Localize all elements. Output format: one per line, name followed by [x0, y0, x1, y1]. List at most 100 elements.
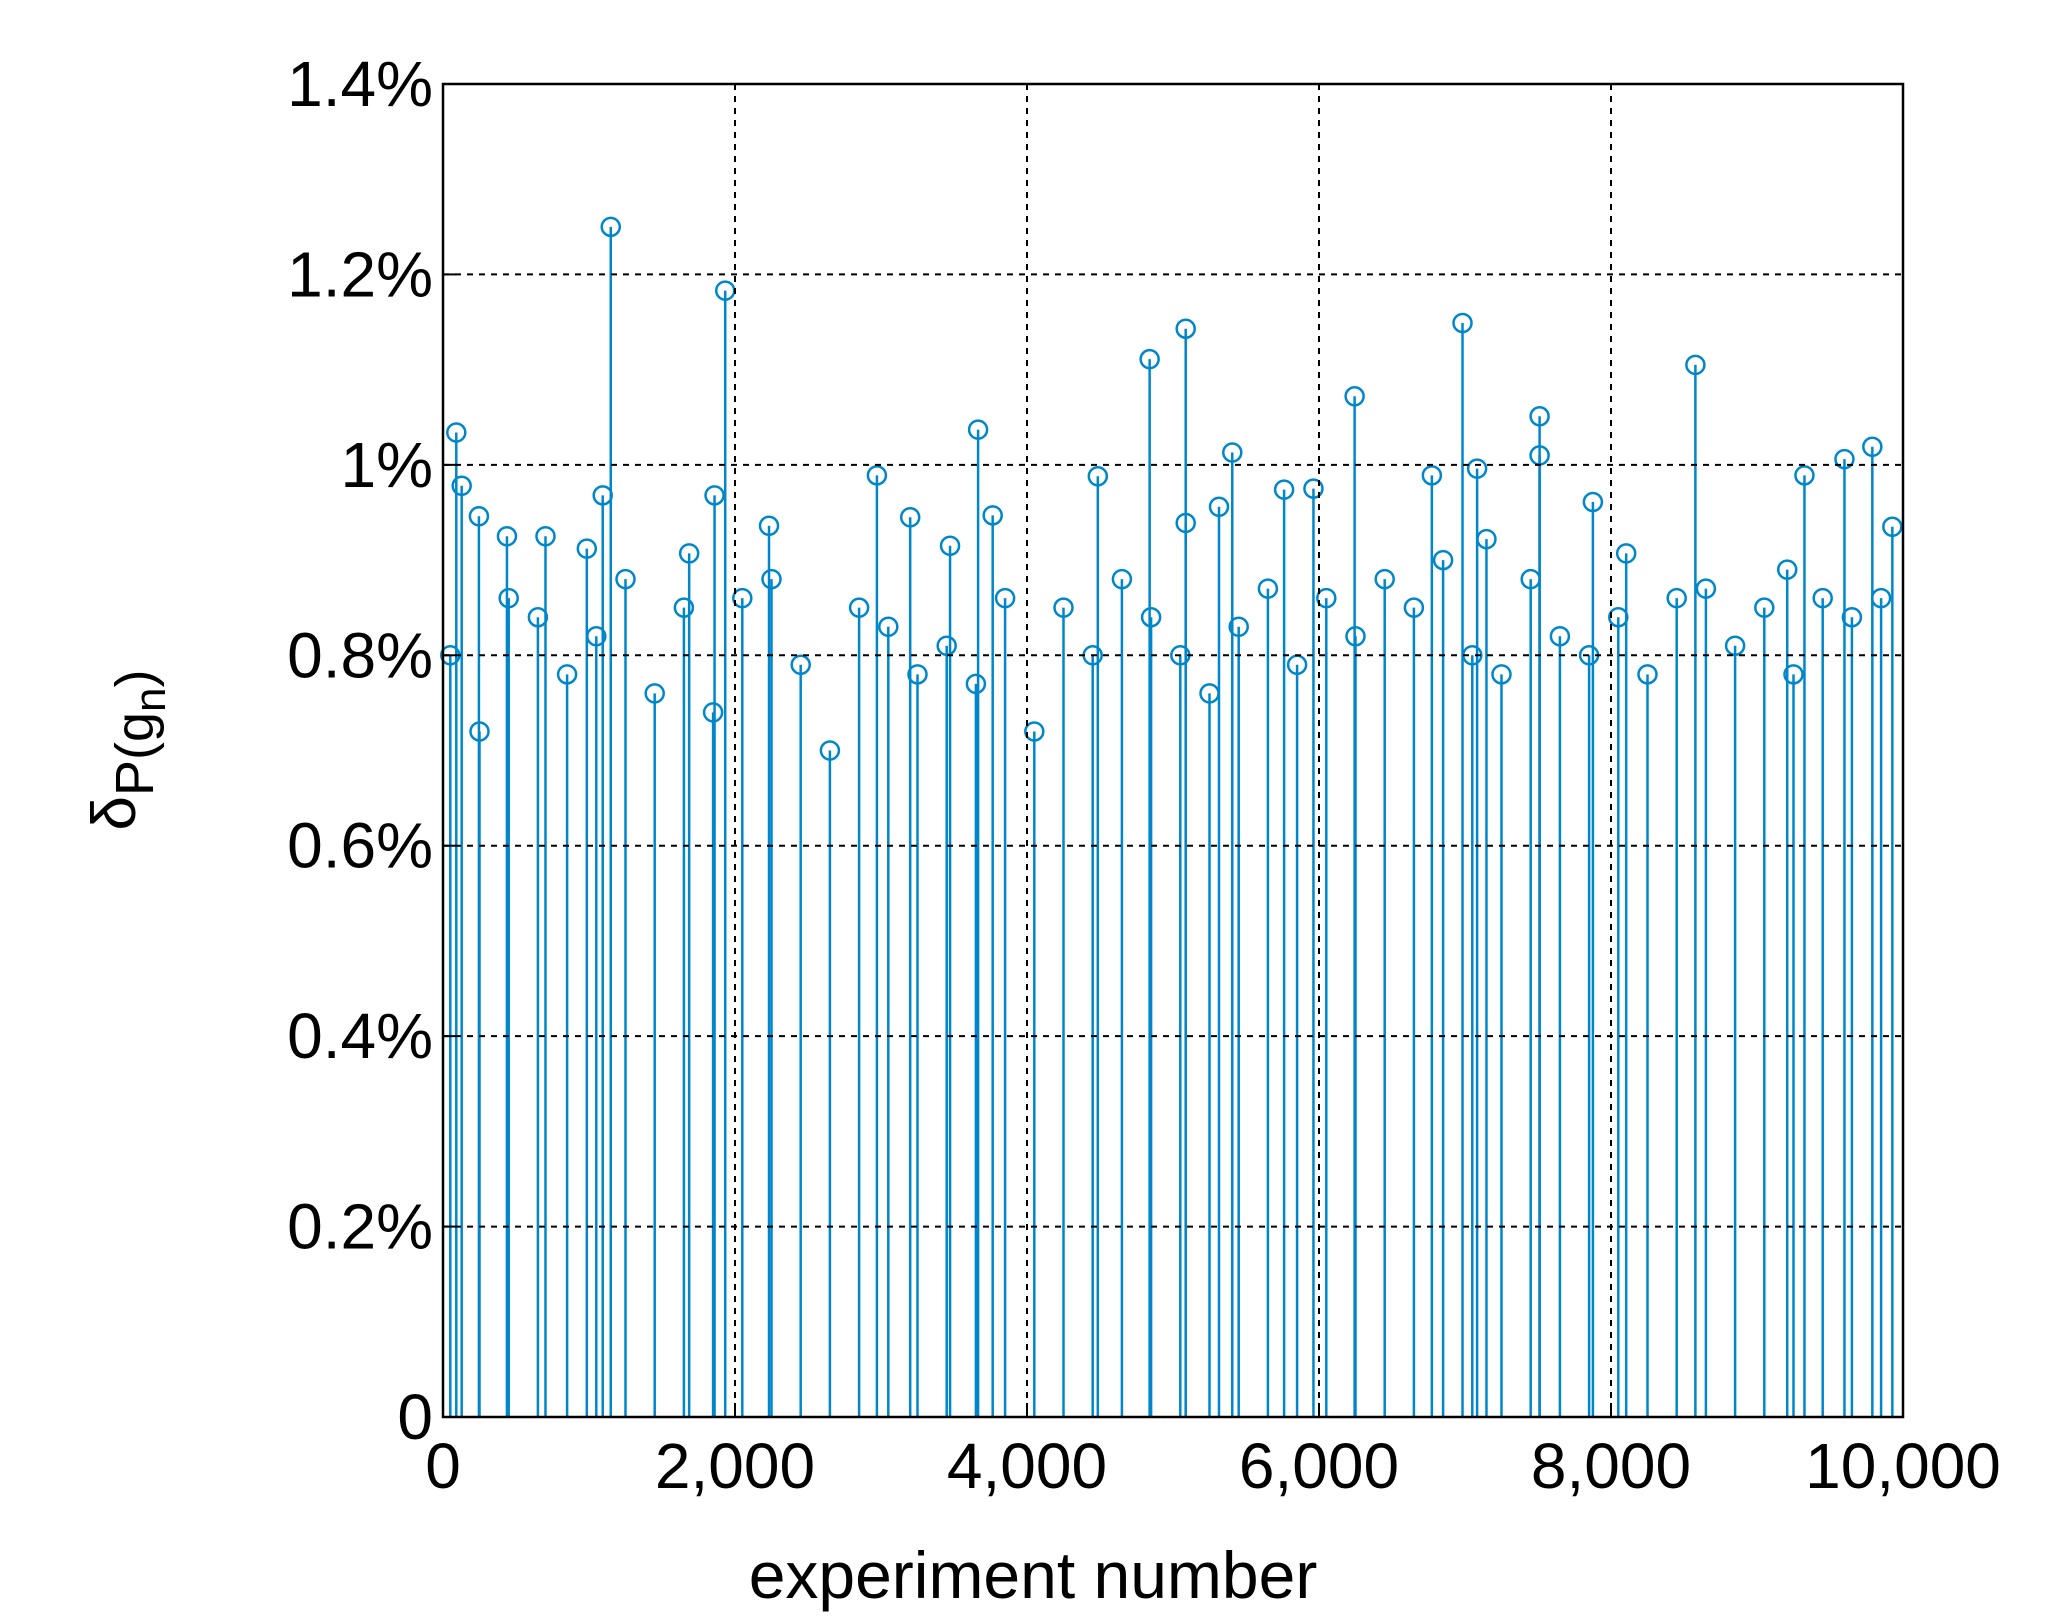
y-tick-label: 1%	[341, 429, 434, 501]
stem-marker	[1140, 606, 1162, 628]
stem-marker	[878, 616, 899, 637]
y-tick-label: 1.2%	[287, 238, 433, 310]
stem-marker	[1685, 354, 1706, 376]
stem-marker	[732, 587, 753, 609]
stem-marker	[586, 625, 607, 647]
stem-marker	[702, 702, 724, 723]
stem-marker	[994, 587, 1016, 609]
x-tick-label: 6,000	[1239, 1430, 1399, 1502]
stem-marker	[615, 568, 636, 590]
stem-marker	[644, 683, 665, 704]
y-tick-label: 0.6%	[287, 810, 433, 882]
stem-marker	[1257, 578, 1279, 599]
stem-marker	[1432, 549, 1454, 571]
stem-marker	[1608, 606, 1629, 628]
stem-marker	[848, 597, 870, 618]
stem-marker	[1666, 587, 1687, 609]
stem-marker	[1466, 458, 1488, 479]
stem-marker	[866, 465, 888, 486]
stem-marker	[1053, 597, 1074, 618]
stem-marker	[761, 568, 782, 590]
stem-marker	[967, 419, 989, 440]
stem-marker	[1208, 496, 1230, 518]
y-tick-label: 0.2%	[287, 1191, 433, 1263]
stem-marker	[1344, 386, 1365, 407]
x-tick-label: 0	[425, 1430, 461, 1502]
stem-marker	[1139, 348, 1160, 370]
stem-marker	[982, 505, 1003, 526]
stem-marker	[758, 515, 780, 537]
stem-marker	[1111, 568, 1133, 590]
x-tick-label: 4,000	[947, 1430, 1107, 1502]
stem-marker	[965, 673, 987, 695]
stem-marker	[1491, 664, 1512, 685]
stem-marker	[1783, 664, 1804, 685]
y-label-part: P(g	[105, 712, 165, 796]
stem-marker	[899, 506, 921, 528]
stem-marker	[939, 535, 961, 557]
stem-marker	[1812, 587, 1833, 609]
y-label-part: n	[126, 687, 175, 711]
y-axis-label: δP(gn)	[80, 669, 175, 830]
stem-marker	[451, 475, 472, 497]
stem-marker	[678, 543, 700, 564]
stem-marker	[576, 538, 598, 559]
stem-marker	[527, 606, 549, 628]
y-label-part: )	[105, 669, 165, 687]
stem-marker	[1175, 512, 1196, 534]
stem-marker	[1403, 597, 1425, 618]
stem-marker	[469, 721, 490, 742]
stem-marker	[600, 216, 622, 238]
stem-marker	[1303, 478, 1324, 499]
stem-marker	[1834, 448, 1855, 470]
stem-marker	[790, 654, 811, 676]
stem-marker	[1615, 543, 1637, 564]
stem-marker	[907, 664, 928, 685]
stem-marker	[1695, 578, 1717, 599]
stem-marker	[1724, 635, 1746, 657]
stem-marker	[1228, 616, 1249, 637]
x-tick-label: 10,000	[1805, 1430, 2001, 1502]
stem-marker	[1582, 491, 1604, 513]
stem-marker	[1273, 479, 1295, 500]
stem-marker	[535, 526, 556, 547]
stem-marker	[496, 526, 518, 547]
plot-frame	[441, 82, 1905, 1419]
x-tick-label: 2,000	[655, 1430, 815, 1502]
stem-marker	[498, 587, 519, 609]
stem-marker	[1345, 625, 1366, 647]
y-tick-label: 0.8%	[287, 619, 433, 691]
x-tick-label: 8,000	[1531, 1430, 1691, 1502]
stem-marker	[1222, 442, 1243, 463]
stem-marker	[1520, 568, 1541, 590]
stem-marker	[592, 485, 613, 506]
y-tick-label: 0.4%	[287, 1000, 433, 1072]
stem-marker	[1870, 587, 1892, 609]
stem-marker	[1452, 312, 1473, 334]
stem-marker	[1175, 318, 1196, 339]
stem-marker	[1882, 516, 1903, 537]
stem-marker	[1199, 683, 1220, 704]
stem-marker	[673, 597, 695, 618]
stem-marker	[1841, 606, 1863, 628]
stem-marker	[1754, 597, 1775, 618]
stem-marker	[1316, 587, 1337, 609]
stem-marker	[1529, 406, 1550, 427]
x-axis-label: experiment number	[749, 1538, 1318, 1612]
stem-marker	[1476, 528, 1497, 550]
stem-marker	[1794, 465, 1815, 486]
stem-marker	[1421, 465, 1443, 486]
y-tick-label: 0	[397, 1381, 433, 1453]
stem-marker	[1776, 559, 1798, 580]
stem-marker	[468, 506, 490, 527]
stem-marker	[1637, 664, 1658, 685]
stem-marker	[1374, 568, 1395, 590]
stem-marker	[936, 635, 957, 657]
stem-marker	[446, 422, 467, 443]
stem-marker	[556, 664, 578, 685]
stem-marker	[1549, 625, 1571, 647]
y-label-part: δ	[80, 796, 149, 831]
stem-marker	[1024, 721, 1045, 742]
y-tick-label: 1.4%	[287, 48, 433, 120]
